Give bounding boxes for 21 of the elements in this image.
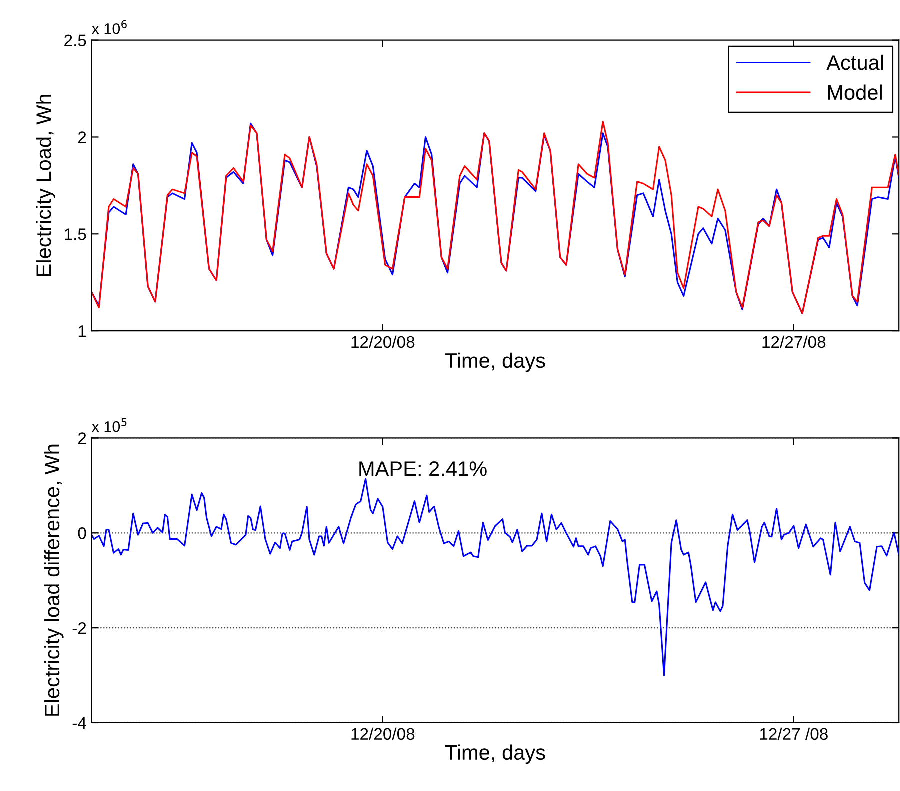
legend-label: Model: [828, 84, 882, 100]
y-tick-label: 2.5: [64, 34, 86, 47]
y-tick-label: 1.5: [65, 228, 86, 240]
y-tick-label: -2: [72, 622, 86, 634]
y-tick-label: 1: [78, 326, 86, 338]
text: x 10$^{6}$: [92, 20, 127, 34]
x-tick-label: 12/20/08: [352, 728, 415, 740]
y-tick-label: 2: [78, 132, 86, 144]
x-tick-label: 12/27/08: [762, 336, 826, 348]
y-axis-title: Electricity load difference, Wh: [44, 444, 64, 716]
legend-label: Actual: [826, 54, 884, 70]
annotation: MAPE: 2.41%: [360, 462, 487, 476]
y-tick-label: 2: [78, 432, 86, 444]
x-tick-label: 12/20/08: [352, 336, 415, 348]
x-axis-title: Time, days: [445, 352, 546, 372]
y-axis-title: Electricity Load, Wh: [36, 94, 56, 276]
y-tick-label: 0: [78, 528, 86, 540]
text: x 10$^{5}$: [92, 418, 127, 432]
x-axis-title: Time, days: [445, 744, 546, 764]
y-tick-label: -4: [72, 718, 86, 730]
x-tick-label: 12/27 /08: [760, 728, 828, 740]
